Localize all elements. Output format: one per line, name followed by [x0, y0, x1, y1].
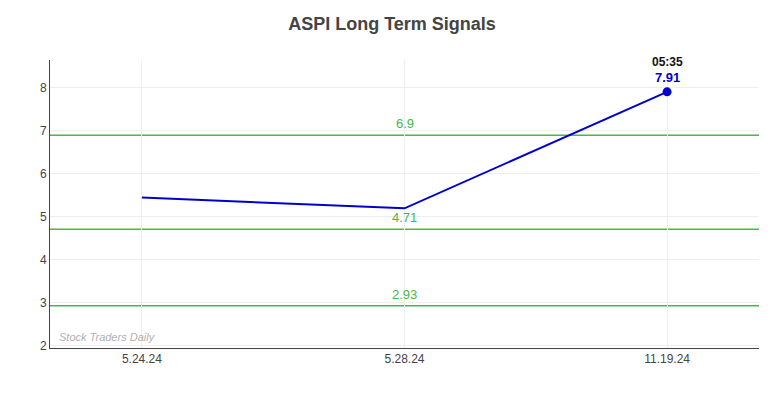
svg-text:ASPI Long Term Signals: ASPI Long Term Signals — [288, 14, 496, 34]
svg-text:6: 6 — [40, 167, 47, 181]
svg-text:7: 7 — [40, 124, 47, 138]
svg-text:5.28.24: 5.28.24 — [384, 352, 424, 366]
svg-text:2: 2 — [40, 339, 47, 353]
svg-text:6.9: 6.9 — [396, 116, 414, 131]
svg-text:11.19.24: 11.19.24 — [644, 352, 690, 366]
svg-text:2.93: 2.93 — [392, 287, 417, 302]
svg-text:5.24.24: 5.24.24 — [122, 352, 162, 366]
svg-text:4.71: 4.71 — [392, 210, 417, 225]
svg-text:7.91: 7.91 — [655, 70, 680, 85]
svg-text:5: 5 — [40, 210, 47, 224]
svg-text:Stock Traders Daily: Stock Traders Daily — [59, 331, 156, 343]
svg-text:8: 8 — [40, 81, 47, 95]
svg-text:05:35: 05:35 — [652, 55, 683, 69]
svg-text:3: 3 — [40, 296, 47, 310]
svg-text:4: 4 — [40, 253, 47, 267]
